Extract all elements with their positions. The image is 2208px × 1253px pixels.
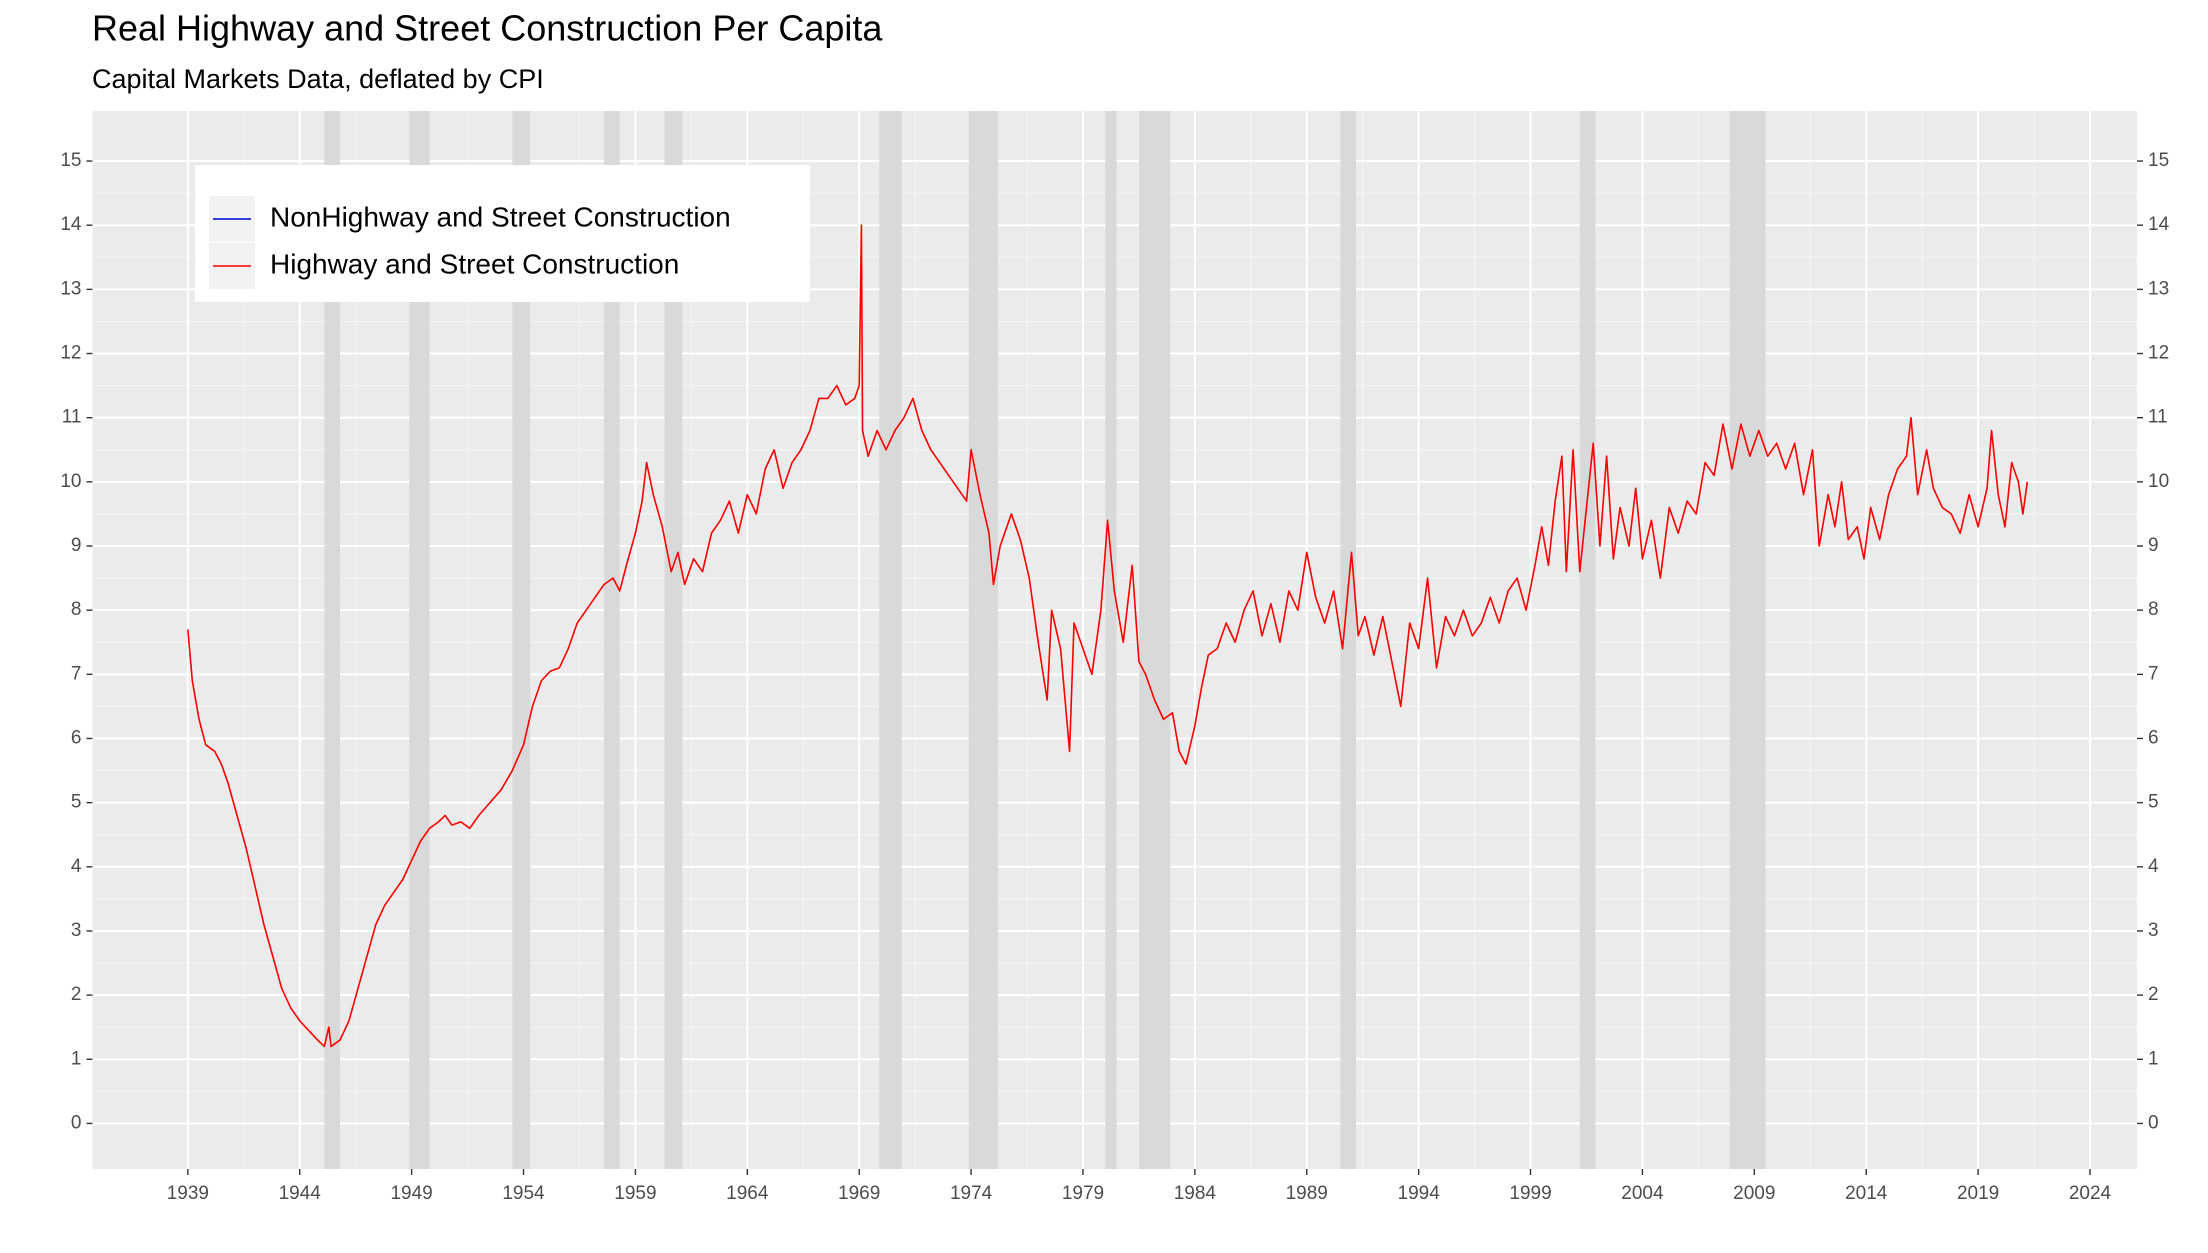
x-tick-label: 1999 (1509, 1183, 1551, 1204)
y-tick-label: 14 (60, 214, 82, 235)
y2-tick-label: 6 (2148, 728, 2159, 749)
recession-band (1579, 111, 1596, 1169)
legend-box (195, 165, 810, 302)
x-tick-label: 1984 (1174, 1183, 1217, 1204)
y-tick-label: 15 (60, 150, 81, 171)
x-tick-label: 2019 (1957, 1183, 1999, 1204)
x-tick-label: 1944 (279, 1183, 322, 1204)
y2-tick-label: 3 (2148, 920, 2159, 941)
y-tick-label: 10 (60, 471, 81, 492)
recession-band (604, 111, 620, 1169)
y-tick-label: 7 (71, 663, 82, 684)
y2-tick-label: 10 (2148, 471, 2169, 492)
recession-band (1340, 111, 1356, 1169)
y-tick-label: 11 (62, 407, 82, 428)
recession-band (1105, 111, 1117, 1169)
y-tick-label: 1 (71, 1048, 82, 1069)
recession-band (324, 111, 341, 1169)
legend-label: Highway and Street Construction (270, 248, 679, 279)
x-tick-label: 1949 (390, 1183, 432, 1204)
y-tick-label: 9 (71, 535, 82, 556)
y2-tick-label: 14 (2148, 214, 2170, 235)
y2-tick-label: 8 (2148, 599, 2159, 620)
y-tick-label: 8 (71, 599, 82, 620)
chart-title: Real Highway and Street Construction Per… (92, 8, 883, 49)
x-tick-label: 1959 (614, 1183, 656, 1204)
legend-label: NonHighway and Street Construction (270, 201, 731, 232)
y2-tick-label: 9 (2148, 535, 2159, 556)
recession-band (879, 111, 902, 1169)
x-tick-label: 1994 (1398, 1183, 1441, 1204)
x-tick-label: 2009 (1733, 1183, 1775, 1204)
y2-tick-label: 5 (2148, 792, 2159, 813)
y2-tick-label: 4 (2148, 856, 2159, 877)
recession-band (968, 111, 998, 1169)
recession-bands (324, 111, 1766, 1169)
series-line (187, 224, 2029, 1048)
y2-tick-label: 13 (2148, 278, 2169, 299)
recession-band (1138, 111, 1171, 1169)
recession-band (664, 111, 683, 1169)
y-tick-label: 3 (71, 920, 82, 941)
recession-band (1729, 111, 1766, 1169)
y2-tick-label: 2 (2148, 984, 2159, 1005)
x-tick-label: 1974 (950, 1183, 993, 1204)
lines (187, 224, 2029, 1048)
y2-tick-label: 12 (2148, 343, 2169, 364)
x-tick-label: 1954 (502, 1183, 545, 1204)
y-tick-label: 5 (71, 792, 82, 813)
y2-tick-label: 7 (2148, 663, 2159, 684)
x-tick-label: 1939 (167, 1183, 209, 1204)
x-tick-label: 1964 (726, 1183, 769, 1204)
x-tick-label: 1989 (1286, 1183, 1328, 1204)
y-tick-label: 4 (71, 856, 82, 877)
y-tick-label: 12 (60, 343, 81, 364)
y2-tick-label: 11 (2148, 407, 2168, 428)
x-tick-label: 2004 (1621, 1183, 1664, 1204)
y2-tick-label: 0 (2148, 1112, 2159, 1133)
recession-band (409, 111, 430, 1169)
legend: NonHighway and Street Construction Highwa… (195, 165, 810, 302)
y-tick-label: 6 (71, 728, 82, 749)
recession-band (512, 111, 531, 1169)
y-tick-label: 13 (60, 278, 81, 299)
y-tick-label: 0 (71, 1112, 82, 1133)
x-tick-label: 2024 (2069, 1183, 2112, 1204)
x-tick-label: 2014 (1845, 1183, 1888, 1204)
y2-tick-label: 1 (2148, 1048, 2159, 1069)
x-tick-label: 1979 (1062, 1183, 1104, 1204)
y-tick-label: 2 (71, 984, 82, 1005)
chart-subtitle: Capital Markets Data, deflated by CPI (92, 64, 544, 94)
x-tick-label: 1969 (838, 1183, 880, 1204)
y2-tick-label: 15 (2148, 150, 2169, 171)
